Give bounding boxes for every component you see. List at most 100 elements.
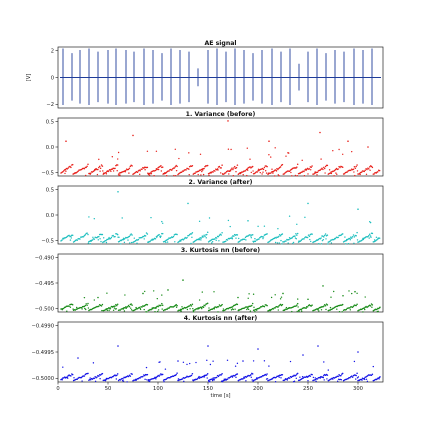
data-point [326, 374, 329, 376]
data-point [340, 234, 342, 237]
data-point [353, 166, 356, 168]
data-point [288, 215, 291, 217]
data-point-outlier [182, 279, 184, 281]
data-point-outlier [247, 220, 249, 222]
data-point [221, 232, 223, 234]
data-point [127, 375, 130, 378]
data-point [349, 377, 351, 379]
data-point [226, 378, 229, 380]
y-tick-label: 0.0 [46, 213, 54, 219]
data-point [84, 307, 86, 310]
data-point [100, 240, 102, 243]
data-point [69, 165, 71, 168]
data-point [314, 377, 316, 379]
data-point [201, 291, 203, 293]
data-point [337, 380, 339, 382]
data-point [377, 171, 379, 173]
data-point [231, 236, 233, 238]
y-tick-label: −0.4995 [32, 350, 55, 356]
data-point [62, 366, 64, 368]
data-point [317, 238, 320, 241]
data-point [256, 309, 258, 311]
data-point [378, 169, 381, 172]
data-point [182, 170, 185, 172]
panel-frame [57, 253, 384, 313]
data-point [277, 309, 279, 311]
data-point [239, 240, 241, 242]
data-point [157, 305, 159, 308]
data-point [235, 237, 237, 239]
data-point [190, 374, 193, 377]
data-point [265, 172, 268, 174]
data-point [122, 380, 125, 382]
data-point [279, 166, 282, 168]
data-point [301, 159, 303, 162]
data-point [360, 171, 363, 173]
data-point [101, 303, 104, 306]
data-point [182, 307, 185, 310]
data-point [206, 373, 209, 375]
data-point [222, 308, 225, 310]
data-point [68, 305, 70, 308]
data-point [105, 171, 107, 174]
data-point [206, 233, 208, 236]
data-point [128, 235, 131, 238]
data-point [318, 243, 320, 245]
data-point [97, 239, 100, 241]
data-point [195, 361, 197, 364]
data-point-outlier [357, 351, 359, 353]
data-point [198, 299, 201, 301]
data-point [368, 233, 371, 235]
data-point [206, 374, 208, 376]
data-point [139, 308, 142, 311]
data-point-outlier [177, 360, 179, 362]
data-point [210, 171, 213, 174]
data-point [211, 242, 213, 244]
data-point [158, 375, 160, 377]
data-point [235, 171, 237, 173]
data-point [235, 376, 237, 379]
data-point [227, 148, 230, 150]
data-point [116, 374, 118, 376]
data-point [262, 168, 265, 171]
data-point [254, 240, 257, 243]
data-point [97, 168, 99, 171]
data-point [266, 233, 268, 235]
data-point [202, 306, 205, 309]
data-point [227, 219, 230, 222]
data-point [323, 379, 325, 381]
data-point [303, 238, 305, 240]
panel-frame [57, 185, 384, 245]
data-point [334, 168, 337, 171]
data-point [343, 173, 346, 175]
data-point [155, 378, 157, 380]
data-point [341, 303, 344, 306]
data-point [71, 234, 74, 236]
data-point [324, 305, 327, 307]
data-point [85, 308, 87, 311]
data-point [180, 310, 182, 312]
data-point [84, 234, 87, 236]
data-point [368, 234, 370, 237]
data-point [336, 308, 338, 310]
data-point [234, 308, 236, 310]
data-point [83, 296, 86, 299]
data-point [213, 291, 215, 293]
data-point [351, 235, 354, 238]
data-point [295, 233, 297, 235]
data-point [326, 378, 328, 380]
data-point [299, 376, 301, 378]
data-point [217, 306, 220, 308]
data-point [105, 239, 107, 242]
data-point [165, 171, 168, 174]
data-point [231, 167, 233, 169]
data-point [88, 216, 90, 218]
y-tick-label: −0.490 [35, 255, 54, 261]
data-point [369, 169, 371, 171]
data-point [230, 148, 232, 151]
data-point [159, 236, 162, 239]
data-point [150, 172, 153, 175]
data-point [85, 174, 87, 177]
data-point [84, 304, 87, 307]
